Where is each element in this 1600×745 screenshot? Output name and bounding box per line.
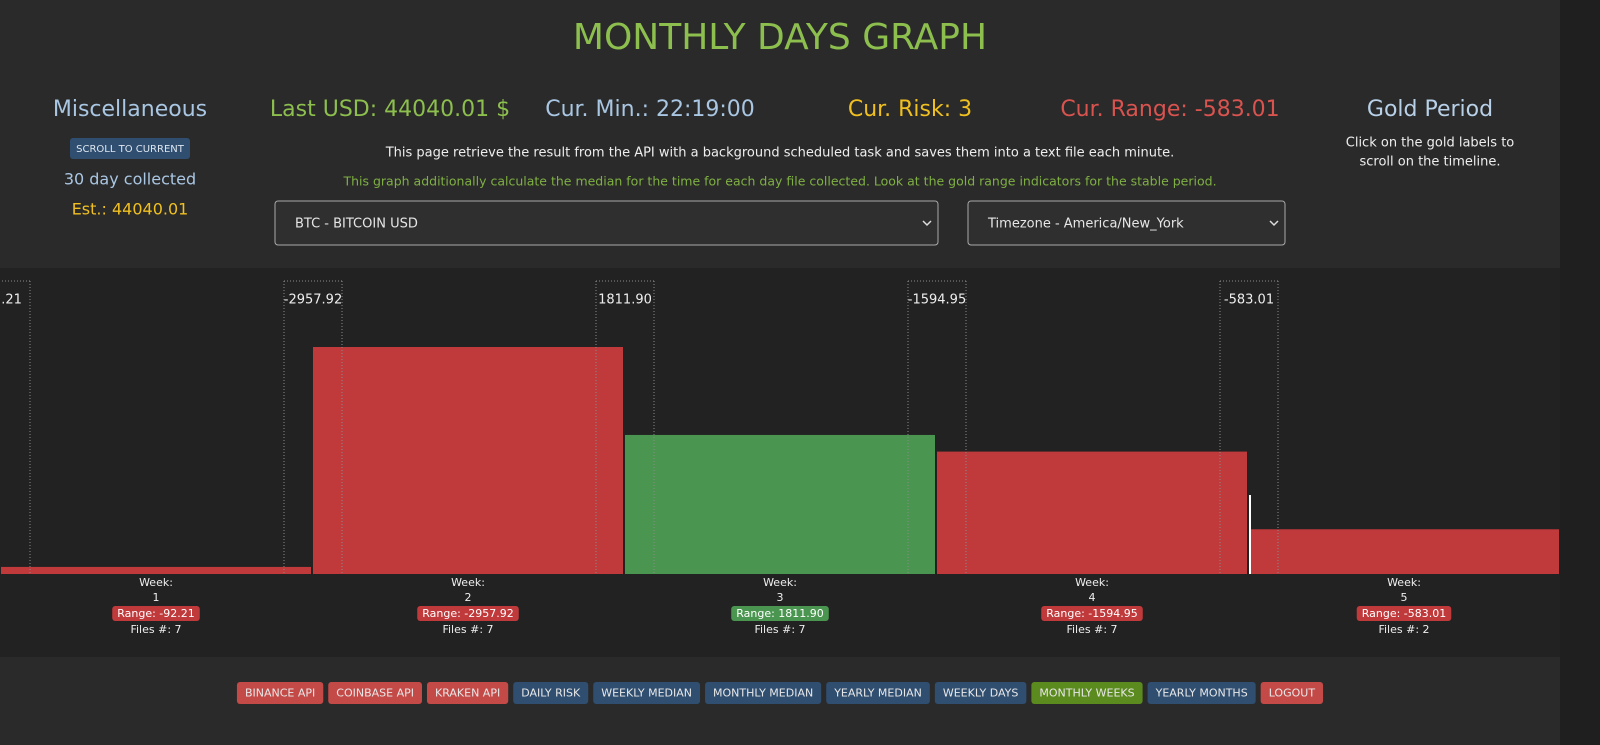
scroll-button-label[interactable]: SCROLL TO CURRENT <box>76 144 185 155</box>
marker-label[interactable]: -2957.92 <box>284 293 342 308</box>
week-label: Week: <box>763 576 797 589</box>
nav-button[interactable] <box>826 682 930 704</box>
files-label: Files #: 7 <box>442 623 493 636</box>
nav-button-label[interactable]: WEEKLY MEDIAN <box>601 687 692 700</box>
chart: -92.21 Week: 1 Range: -92.21 Files #: 7 -2957… <box>0 280 1559 636</box>
nav-button-label[interactable]: MONTHLY WEEKS <box>1039 687 1134 700</box>
week-label: Week: <box>139 576 173 589</box>
bar <box>1249 529 1559 574</box>
estimate: Est.: 44040.01 <box>72 200 189 219</box>
cur-min: Cur. Min.: 22:19:00 <box>545 97 755 122</box>
nav-button-label[interactable]: WEEKLY DAYS <box>943 687 1019 700</box>
nav-button[interactable] <box>593 682 701 704</box>
description: This page retrieve the result from the A… <box>385 146 1175 161</box>
misc-title: Miscellaneous <box>53 97 207 122</box>
gold-text: Click on the gold labels to <box>1346 136 1515 151</box>
nav-button-label[interactable]: MONTHLY MEDIAN <box>713 687 813 700</box>
last-usd: Last USD: 44040.01 $ <box>270 97 510 122</box>
nav-button-label[interactable]: YEARLY MONTHS <box>1155 687 1248 700</box>
files-label: Files #: 7 <box>754 623 805 636</box>
page-title: MONTHLY DAYS GRAPH <box>573 17 987 58</box>
week-label: Week: <box>1387 576 1421 589</box>
range-badge <box>1356 606 1452 621</box>
range-label: Range: -2957.92 <box>422 607 514 620</box>
gold-title: Gold Period <box>1367 97 1493 122</box>
select-arrow <box>1269 220 1279 227</box>
timezone-select[interactable] <box>967 200 1286 246</box>
nav-button-label[interactable]: KRAKEN API <box>435 687 500 700</box>
bar <box>1 566 311 574</box>
gold-text: scroll on the timeline. <box>1359 155 1500 170</box>
bar <box>313 347 623 574</box>
marker-label[interactable]: -92.21 <box>0 293 22 308</box>
range-label: Range: -1594.95 <box>1046 607 1138 620</box>
week-number: 2 <box>465 591 472 604</box>
cur-range: Cur. Range: -583.01 <box>1060 97 1279 122</box>
week-number: 1 <box>153 591 160 604</box>
collected: 30 day collected <box>64 170 196 189</box>
nav-button[interactable] <box>328 682 422 704</box>
nav-button-label[interactable]: YEARLY MEDIAN <box>833 687 922 700</box>
nav-button-label[interactable]: COINBASE API <box>336 687 414 700</box>
week-number: 3 <box>777 591 784 604</box>
bar <box>625 434 935 574</box>
nav-button[interactable] <box>1147 682 1256 704</box>
description: This graph additionally calculate the me… <box>342 174 1216 189</box>
nav-button[interactable] <box>236 682 324 704</box>
marker-label[interactable]: -583.01 <box>1224 293 1274 308</box>
cur-risk: Cur. Risk: 3 <box>848 97 972 122</box>
nav-bar: BINANCE API COINBASE API KRAKEN API DAILY R… <box>236 682 1324 704</box>
range-badge <box>731 606 829 621</box>
nav-button[interactable] <box>1031 682 1143 704</box>
nav-button[interactable] <box>1260 682 1324 704</box>
marker-label[interactable]: -1594.95 <box>908 293 966 308</box>
nav-button[interactable] <box>705 682 822 704</box>
currency-select-text[interactable]: BTC - BITCOIN USD <box>295 217 418 232</box>
files-label: Files #: 7 <box>130 623 181 636</box>
week-number: 5 <box>1401 591 1408 604</box>
bar <box>937 451 1247 574</box>
nav-button[interactable] <box>426 682 509 704</box>
range-badge <box>112 606 200 621</box>
files-label: Files #: 2 <box>1378 623 1429 636</box>
nav-button[interactable] <box>934 682 1027 704</box>
week-number: 4 <box>1089 591 1096 604</box>
scroll-button[interactable] <box>70 138 190 159</box>
nav-button-label[interactable]: LOGOUT <box>1269 687 1316 700</box>
week-label: Week: <box>1075 576 1109 589</box>
range-label: Range: -92.21 <box>117 607 195 620</box>
timezone-select-text[interactable]: Timezone - America/New_York <box>987 217 1184 232</box>
nav-button[interactable] <box>513 682 589 704</box>
nav-button-label[interactable]: DAILY RISK <box>521 687 581 700</box>
nav-button-label[interactable]: BINANCE API <box>245 687 315 700</box>
select-arrow <box>922 220 932 227</box>
marker-label[interactable]: 1811.90 <box>598 293 652 308</box>
week-label: Week: <box>451 576 485 589</box>
files-label: Files #: 7 <box>1066 623 1117 636</box>
currency-select[interactable] <box>274 200 939 246</box>
scrollbar <box>1560 0 1600 745</box>
range-label: Range: 1811.90 <box>736 607 824 620</box>
range-badge <box>1041 606 1143 621</box>
range-label: Range: -583.01 <box>1362 607 1447 620</box>
range-badge <box>417 606 519 621</box>
